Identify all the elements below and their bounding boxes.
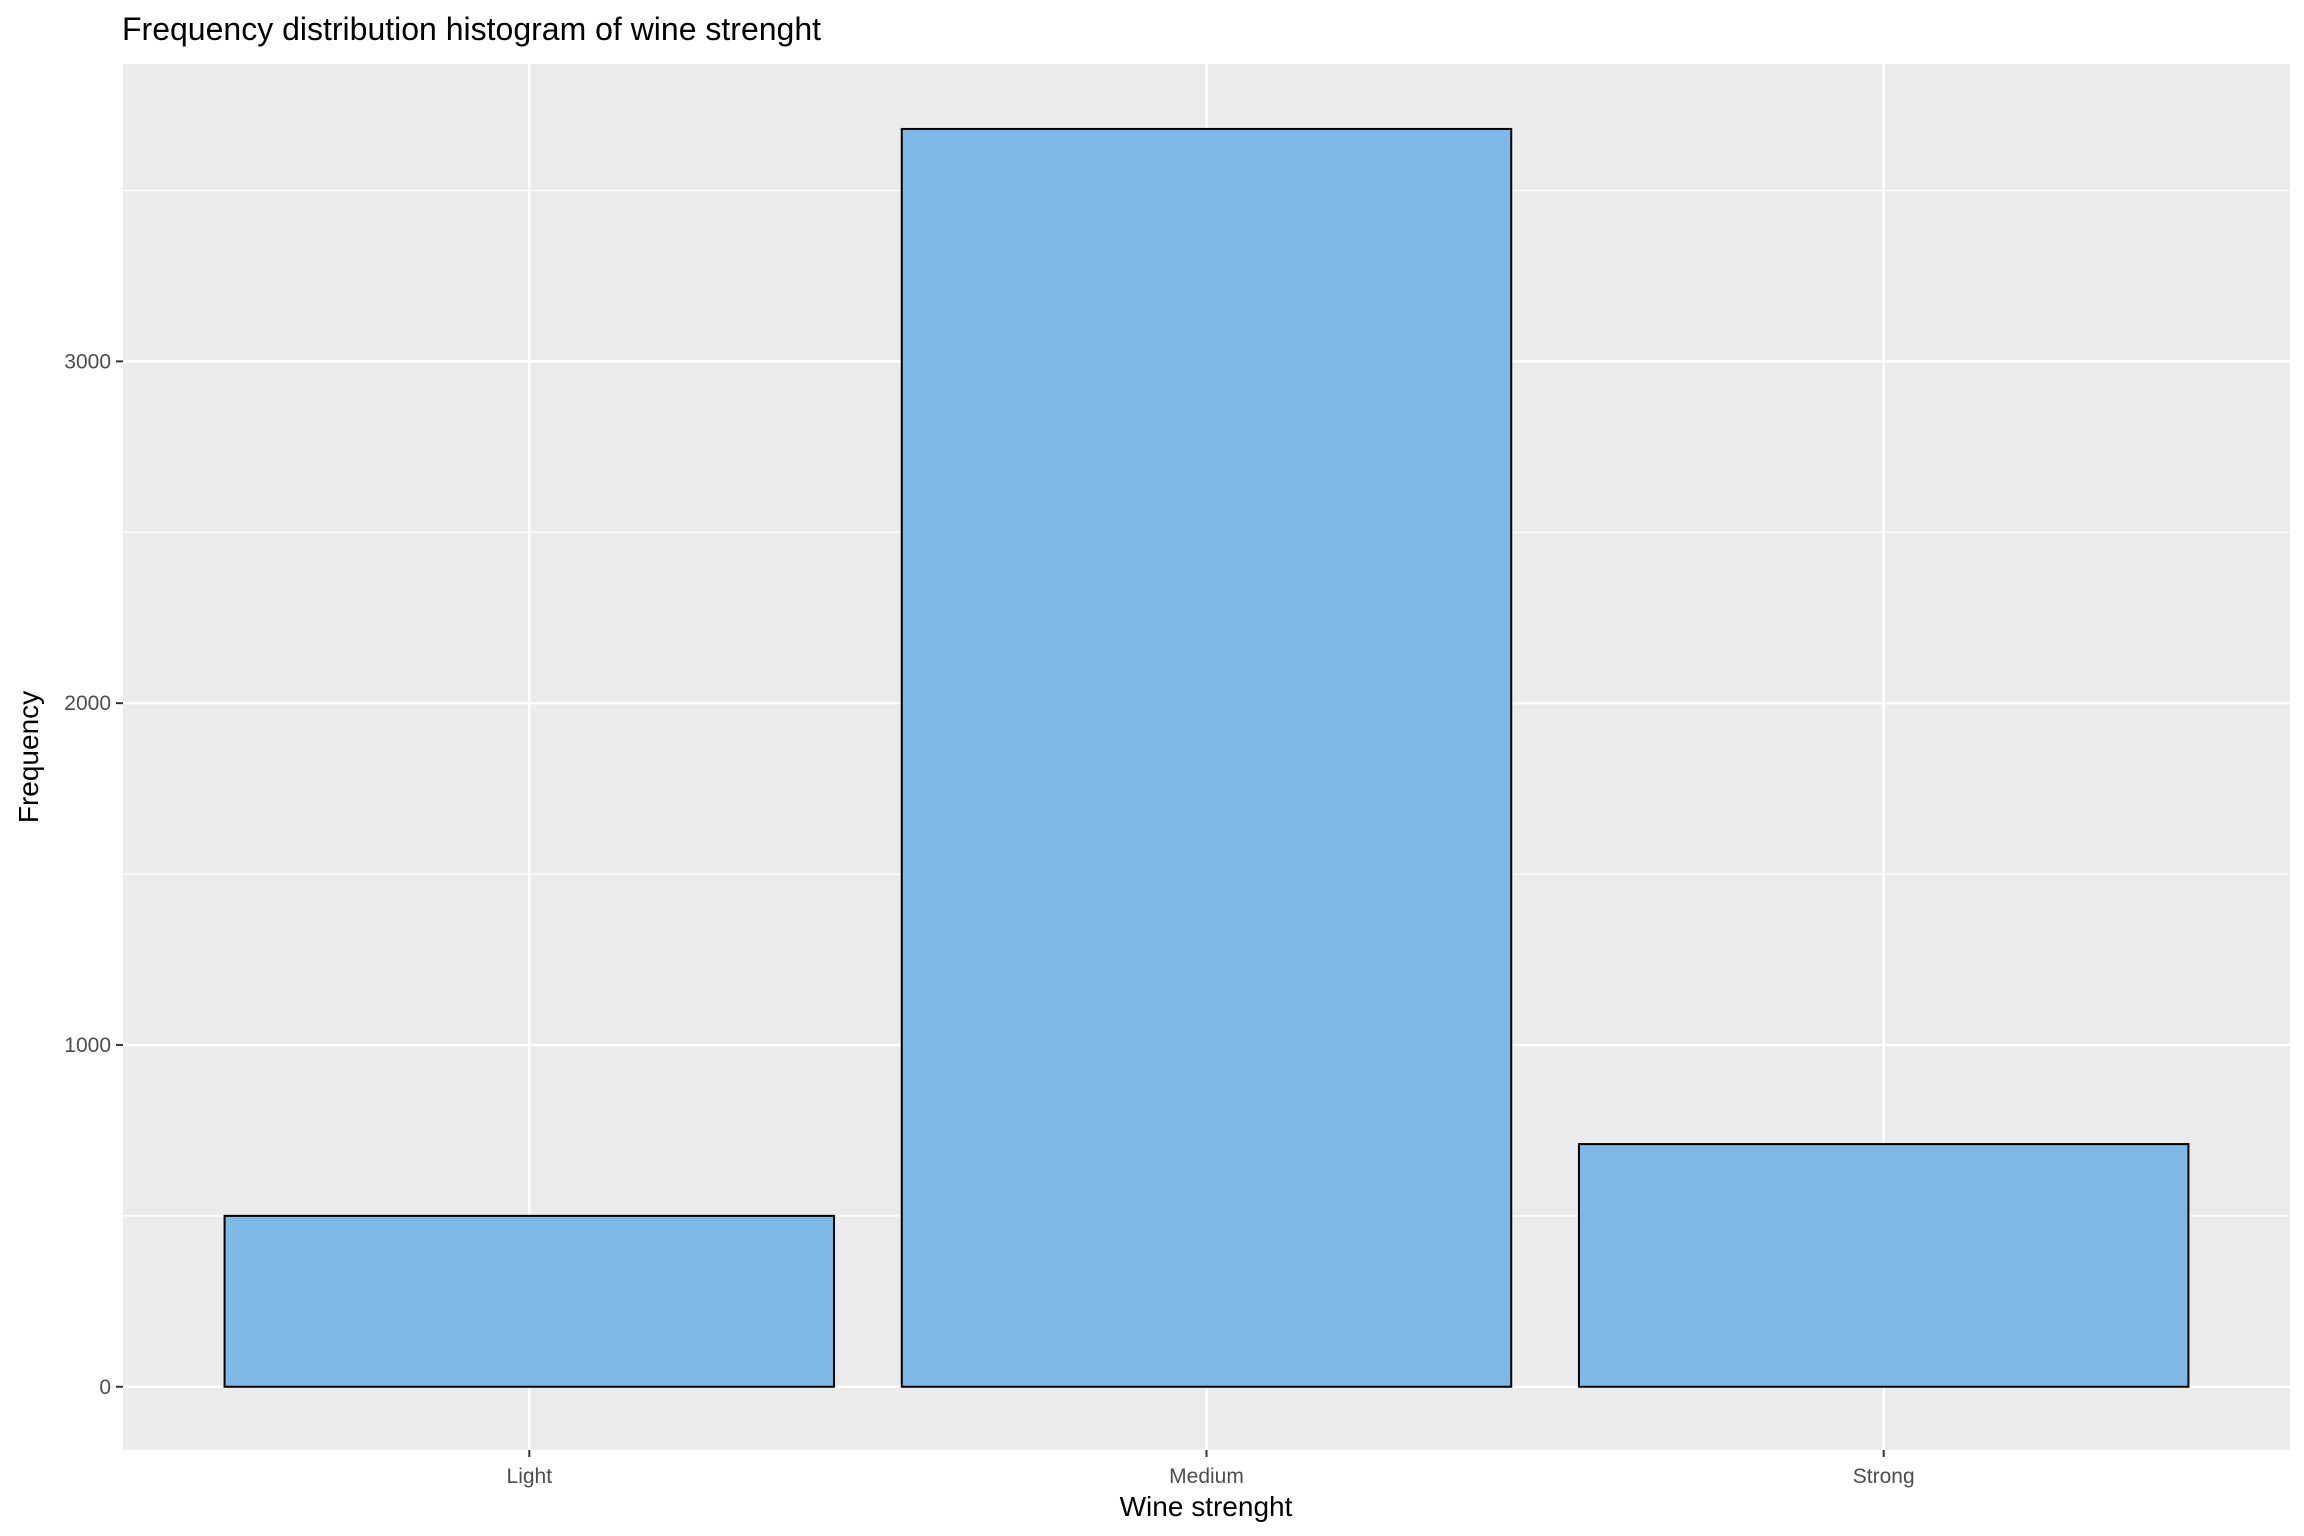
x-axis-ticks: Light Medium Strong bbox=[507, 1450, 1915, 1488]
y-tick-label: 0 bbox=[99, 1376, 111, 1399]
y-tick-label: 3000 bbox=[64, 350, 111, 373]
bars bbox=[223, 127, 2190, 1388]
y-axis-title: Frequency bbox=[13, 691, 44, 823]
bar-strong bbox=[1577, 1143, 2190, 1388]
bar-medium bbox=[900, 127, 1513, 1388]
chart-title: Frequency distribution histogram of wine… bbox=[122, 11, 821, 47]
bar-light bbox=[223, 1214, 836, 1388]
y-tick-label: 1000 bbox=[64, 1034, 111, 1057]
x-axis-title: Wine strenght bbox=[1120, 1491, 1293, 1522]
y-tick-label: 2000 bbox=[64, 692, 111, 715]
x-tick-label: Strong bbox=[1853, 1465, 1915, 1488]
x-tick-label: Medium bbox=[1169, 1465, 1244, 1488]
x-tick-label: Light bbox=[507, 1465, 553, 1488]
y-axis-ticks: 0 1000 2000 3000 bbox=[64, 350, 123, 1399]
